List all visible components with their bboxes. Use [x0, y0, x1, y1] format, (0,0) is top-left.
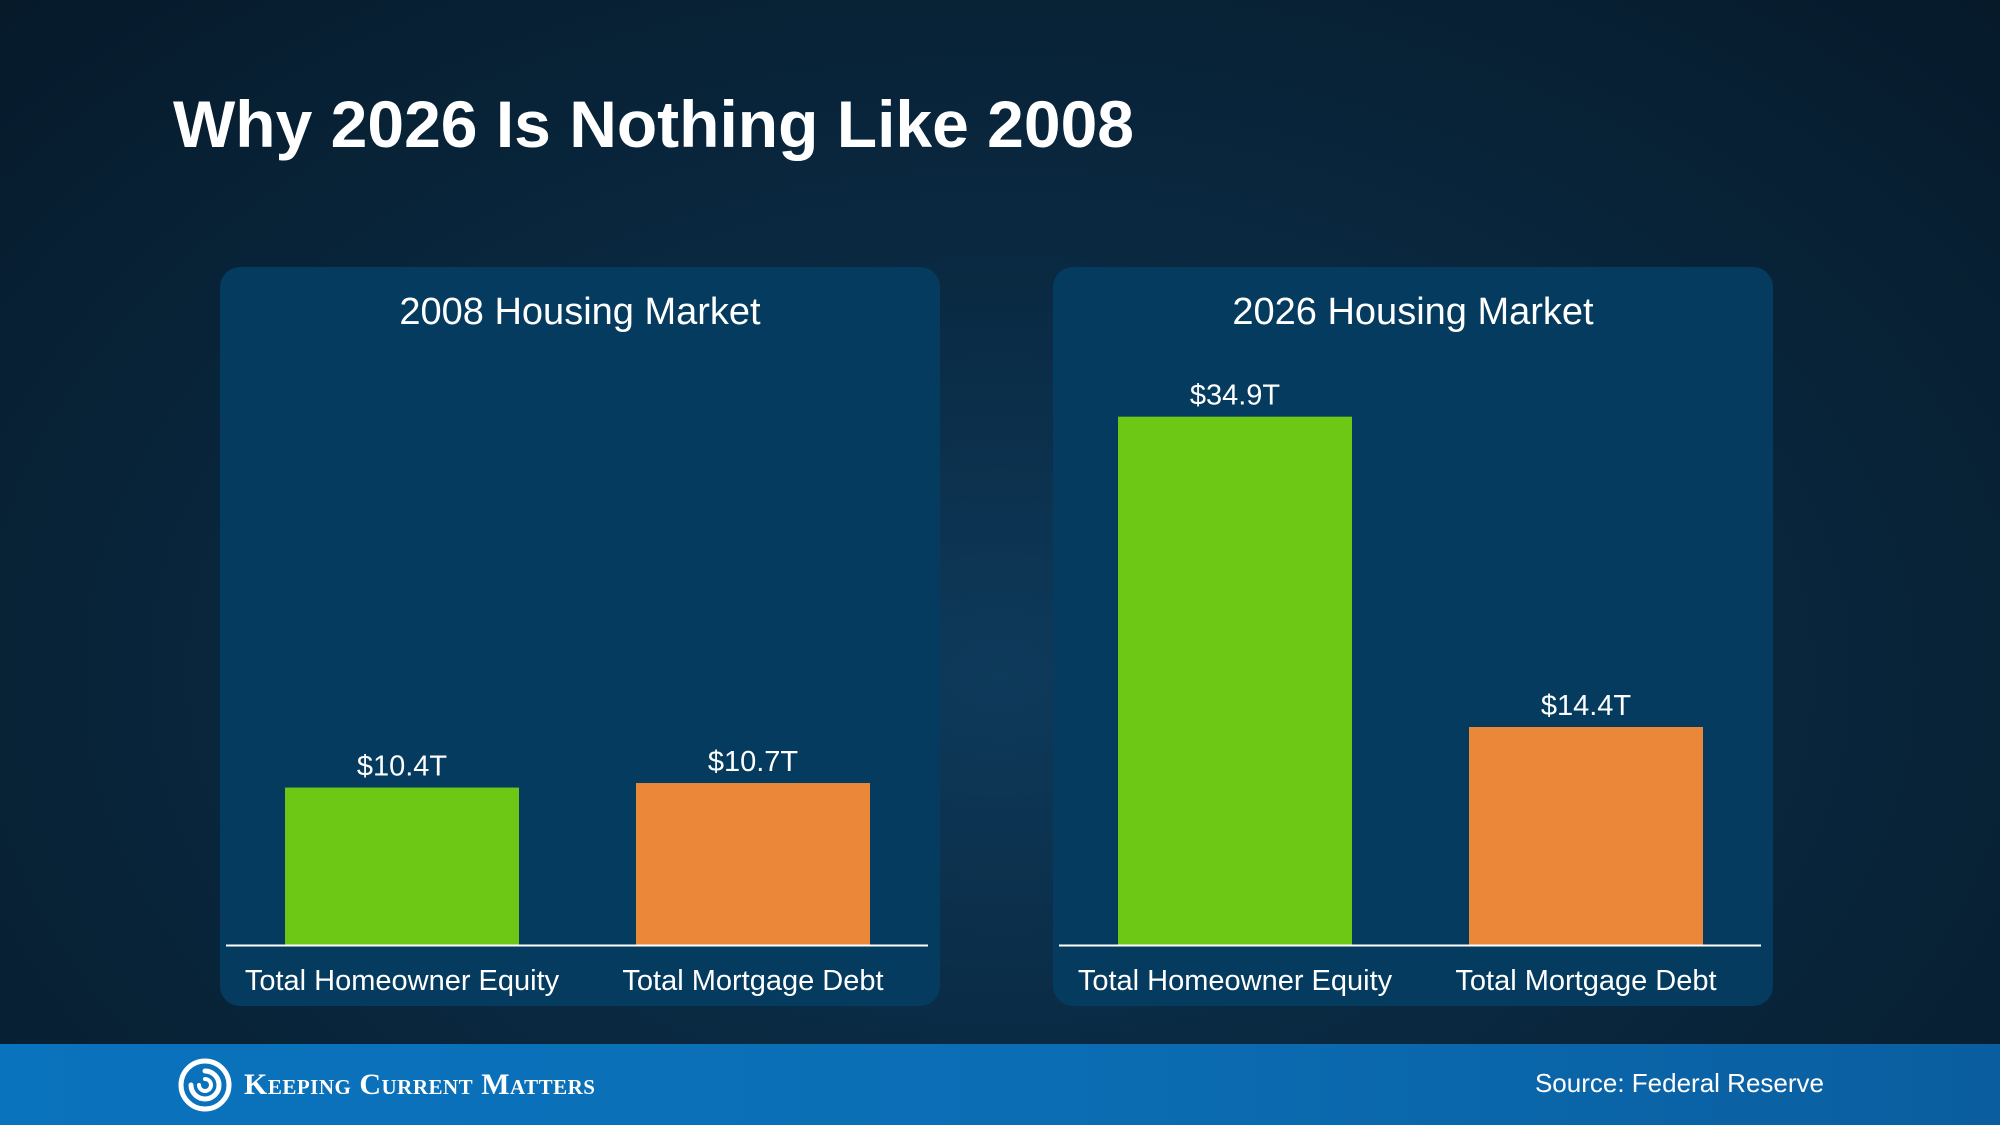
chart-panel-2008: 2008 Housing Market $10.4T Total Homeowne…	[220, 267, 940, 1006]
page-title: Why 2026 Is Nothing Like 2008	[173, 87, 1134, 161]
category-label: Total Homeowner Equity	[1078, 965, 1393, 997]
source-note: Source: Federal Reserve	[1534, 1068, 1824, 1098]
bar-total-homeowner-equity	[285, 787, 519, 945]
footer-bar: Keeping Current Matters Source: Federal …	[0, 1044, 2000, 1125]
chart-title-2008: 2008 Housing Market	[399, 291, 761, 333]
brand-logo: Keeping Current Matters	[178, 1057, 595, 1113]
chart-2026: $34.9T Total Homeowner Equity $14.4T Total …	[1059, 380, 1761, 997]
value-label: $10.4T	[357, 751, 448, 783]
bar-total-mortgage-debt	[636, 783, 870, 945]
value-label: $34.9T	[1190, 380, 1281, 412]
bar-total-mortgage-debt	[1469, 727, 1703, 945]
category-label: Total Mortgage Debt	[622, 965, 883, 997]
category-label: Total Mortgage Debt	[1455, 965, 1716, 997]
chart-panel-2026: 2026 Housing Market $34.9T Total Homeowne…	[1053, 267, 1773, 1006]
category-label: Total Homeowner Equity	[245, 965, 560, 997]
swirl-logo-icon	[178, 1058, 232, 1112]
value-label: $10.7T	[708, 746, 799, 778]
brand-name: Keeping Current Matters	[244, 1068, 596, 1101]
bar-total-homeowner-equity	[1118, 416, 1352, 945]
chart-title-2026: 2026 Housing Market	[1232, 291, 1594, 333]
chart-2008: $10.4T Total Homeowner Equity $10.7T Total …	[226, 746, 928, 997]
value-label: $14.4T	[1541, 690, 1632, 722]
